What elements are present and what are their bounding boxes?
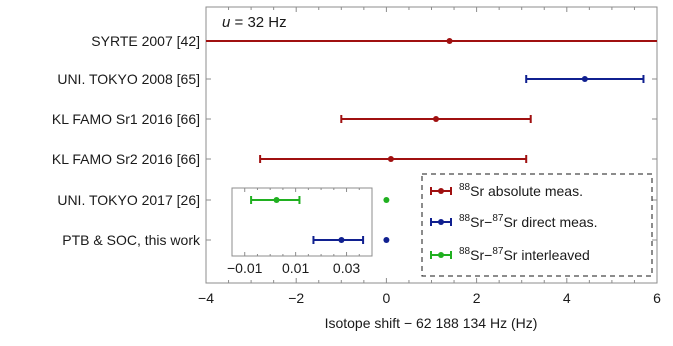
x-axis-label: Isotope shift − 62 188 134 Hz (Hz) bbox=[325, 315, 538, 331]
x-tick-label: 0 bbox=[383, 290, 391, 306]
legend-swatch-point bbox=[438, 252, 444, 258]
x-axis-ticks: −4 −2 0 2 4 6 bbox=[198, 290, 661, 306]
error-bars bbox=[206, 38, 657, 243]
category-label: KL FAMO Sr2 2016 [66] bbox=[52, 151, 200, 167]
data-point bbox=[433, 116, 440, 122]
category-label: UNI. TOKYO 2008 [65] bbox=[57, 71, 200, 87]
legend-item: 88Sr absolute meas. bbox=[430, 182, 583, 199]
inset-error-bars bbox=[250, 196, 365, 244]
inset-data-point bbox=[273, 197, 280, 203]
legend-label: 88Sr−87Sr interleaved bbox=[459, 246, 590, 263]
legend-item: 88Sr−87Sr direct meas. bbox=[430, 213, 598, 230]
legend-box bbox=[421, 173, 653, 277]
legend: 88Sr absolute meas. 88Sr−87Sr direct meas… bbox=[421, 173, 653, 277]
category-label: PTB & SOC, this work bbox=[62, 232, 201, 248]
inset-tick-label: 0.03 bbox=[333, 260, 360, 276]
x-tick-label: 2 bbox=[473, 290, 481, 306]
category-label: UNI. TOKYO 2017 [26] bbox=[57, 192, 200, 208]
data-point bbox=[446, 38, 453, 44]
category-labels: SYRTE 2007 [42] UNI. TOKYO 2008 [65] KL FA… bbox=[52, 33, 657, 248]
legend-item: 88Sr−87Sr interleaved bbox=[430, 246, 590, 263]
data-point bbox=[383, 197, 390, 203]
data-point bbox=[387, 156, 394, 162]
legend-items: 88Sr absolute meas. 88Sr−87Sr direct meas… bbox=[430, 182, 598, 263]
inset-data-point bbox=[338, 237, 345, 243]
x-tick-label: −2 bbox=[288, 290, 304, 306]
legend-swatch-point bbox=[438, 188, 444, 194]
legend-swatch-point bbox=[438, 219, 444, 225]
inset-plot: −0.01 0.01 0.03 bbox=[227, 187, 373, 276]
category-label: SYRTE 2007 [42] bbox=[91, 33, 200, 49]
x-tick-label: 4 bbox=[563, 290, 571, 306]
category-label: KL FAMO Sr1 2016 [66] bbox=[52, 111, 200, 127]
frame-ticks bbox=[205, 7, 658, 283]
legend-label: 88Sr absolute meas. bbox=[459, 182, 583, 199]
inset-frame bbox=[231, 187, 373, 257]
x-tick-label: 6 bbox=[653, 290, 661, 306]
legend-label: 88Sr−87Sr direct meas. bbox=[459, 213, 598, 230]
inset-tick-label: −0.01 bbox=[227, 260, 263, 276]
inset-tick-label: 0.01 bbox=[282, 260, 309, 276]
data-point bbox=[581, 76, 588, 82]
data-point bbox=[383, 237, 390, 243]
inset-ticks: −0.01 0.01 0.03 bbox=[227, 188, 360, 276]
annotation: u = 32 Hz bbox=[222, 14, 287, 31]
x-tick-label: −4 bbox=[198, 290, 214, 306]
